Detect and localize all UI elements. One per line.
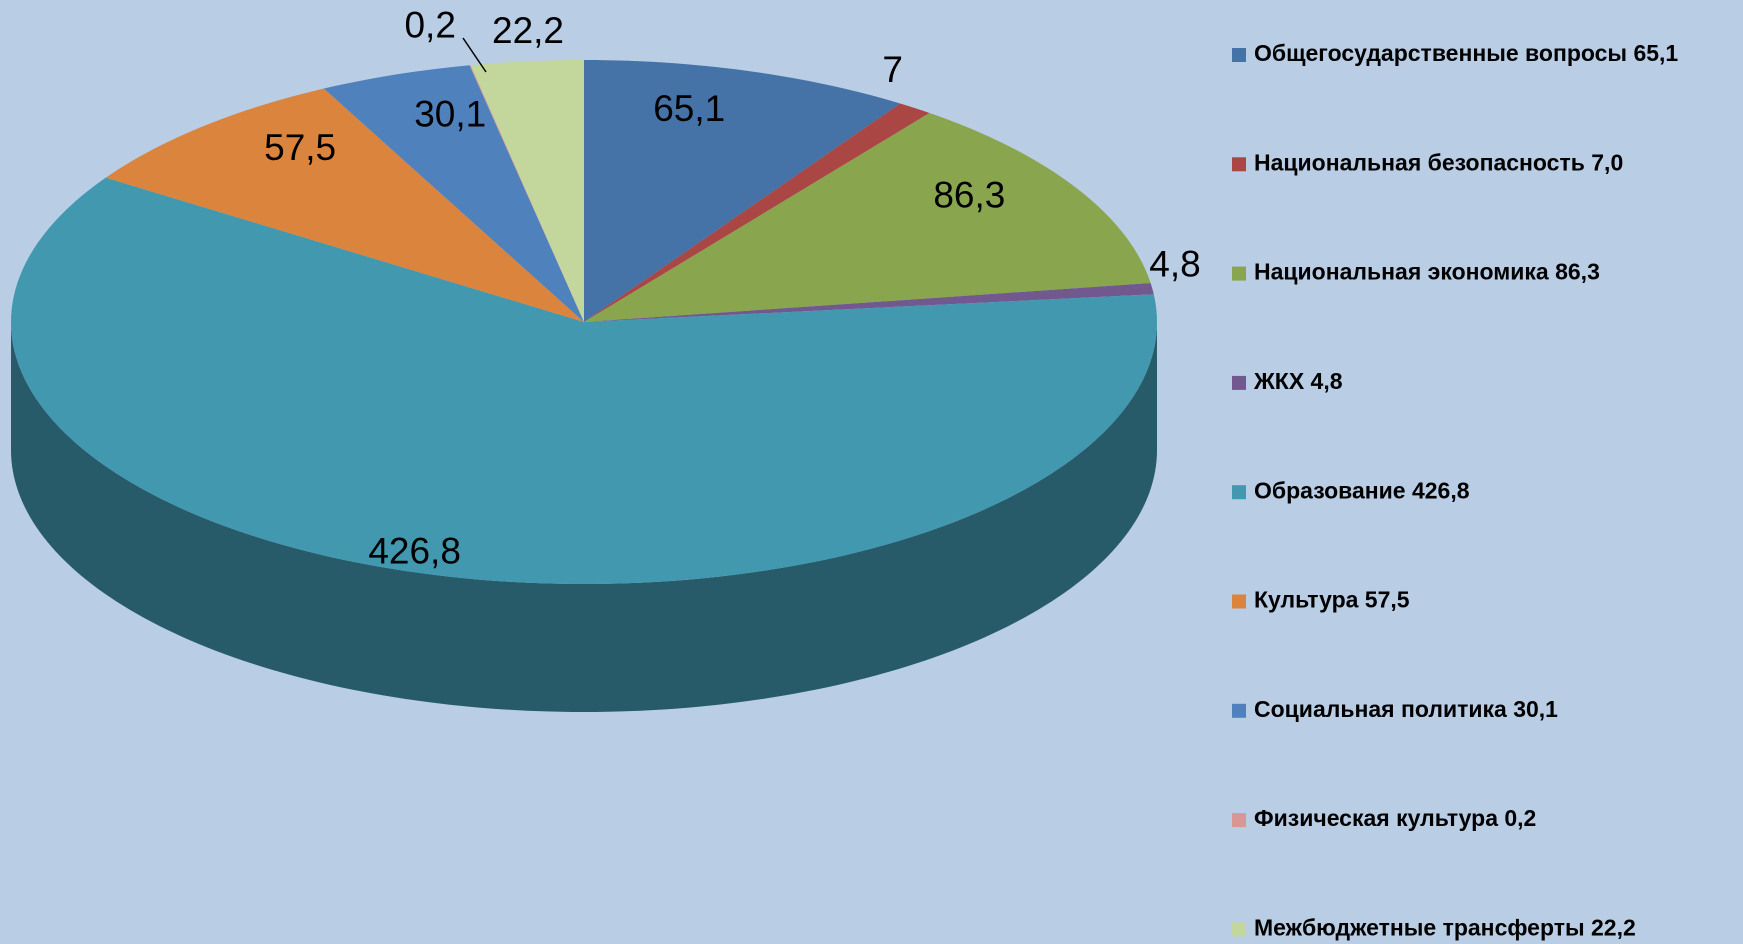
data-label: 57,5	[264, 127, 336, 168]
slice	[105, 88, 585, 322]
legend-swatch	[1232, 375, 1246, 390]
legend-swatch	[1232, 703, 1246, 718]
data-label: 426,8	[368, 530, 461, 571]
data-label: 7	[882, 49, 903, 90]
legend-label: Культура 57,5	[1254, 587, 1410, 613]
data-label: 65,1	[653, 88, 725, 129]
legend-swatch	[1232, 157, 1246, 172]
slice	[584, 112, 1151, 322]
legend-label: Образование 426,8	[1254, 477, 1470, 503]
legend-label: Физическая культура 0,2	[1254, 805, 1536, 831]
slice	[470, 60, 584, 322]
slice	[469, 65, 584, 323]
leader-line	[462, 37, 487, 73]
data-label: 86,3	[933, 175, 1005, 216]
legend-label: Общегосударственные вопросы 65,1	[1254, 40, 1678, 66]
legend-label: Национальная экономика 86,3	[1254, 259, 1600, 285]
legend-swatch	[1232, 922, 1246, 937]
legend-label: Социальная политика 30,1	[1254, 696, 1558, 722]
legend-label: ЖКХ 4,8	[1253, 368, 1343, 394]
legend-label: Национальная безопасность 7,0	[1254, 149, 1623, 175]
legend-label: Межбюджетные трансферты 22,2	[1254, 914, 1636, 940]
slice	[323, 65, 584, 322]
data-label: 22,2	[492, 10, 564, 51]
slice	[584, 103, 930, 322]
slice	[584, 60, 901, 322]
slice	[11, 177, 1157, 584]
slice	[584, 283, 1154, 322]
data-label: 0,2	[404, 5, 455, 46]
data-label: 4,8	[1149, 244, 1200, 285]
legend-swatch	[1232, 594, 1246, 609]
legend-swatch	[1232, 813, 1246, 828]
data-label: 30,1	[414, 94, 486, 135]
legend-swatch	[1232, 48, 1246, 62]
legend-swatch	[1232, 266, 1246, 281]
slice-side	[11, 322, 1157, 712]
legend-swatch	[1232, 485, 1246, 500]
